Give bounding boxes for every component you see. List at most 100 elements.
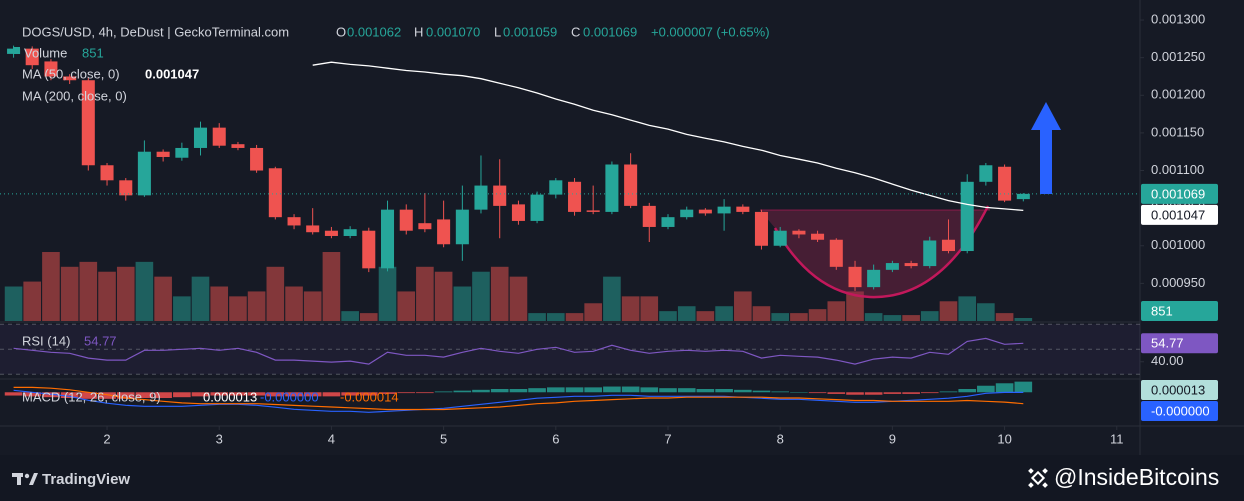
macd-histogram-bar — [864, 392, 883, 395]
macd-histogram-bar — [23, 392, 42, 397]
ohlc-value: 0.001070 — [426, 24, 480, 39]
candle-body — [998, 166, 1012, 201]
macd-histogram-bar — [453, 390, 472, 393]
volume-bar — [995, 313, 1014, 321]
volume-bar — [154, 276, 172, 321]
macd-histogram-bar — [285, 392, 303, 397]
rsi-badge — [1141, 333, 1218, 354]
candle-body — [717, 206, 731, 214]
x-tick-label: 11 — [1110, 431, 1124, 446]
candle-body — [193, 127, 208, 148]
candle-body — [44, 61, 58, 77]
macd-histogram-bar — [584, 387, 602, 393]
volume-bar — [958, 296, 977, 321]
volume-bar — [883, 315, 902, 321]
macd-histogram-bar — [1014, 381, 1033, 393]
x-tick-label: 7 — [664, 431, 671, 446]
candle-body — [829, 239, 843, 267]
indicator-layer — [0, 323, 1140, 413]
candle-body — [979, 165, 993, 182]
y-tick-label: 0.001250 — [1151, 49, 1205, 64]
volume-bar — [546, 313, 565, 321]
price-change: +0.000007 (+0.65%) — [651, 24, 770, 39]
volume-bar — [920, 311, 939, 321]
legend-value: -0.000014 — [340, 389, 399, 404]
candle-body — [287, 217, 301, 226]
macd-histogram-bar — [790, 392, 808, 393]
legend-value: 0.001047 — [145, 66, 199, 81]
x-tick-label: 8 — [777, 431, 784, 446]
legend-label: RSI (14) — [22, 333, 70, 348]
volume-bar — [341, 311, 359, 321]
y-tick-label: 0.001200 — [1151, 87, 1205, 102]
volume-bar — [790, 313, 808, 321]
macd-histogram-bar — [659, 388, 677, 393]
x-tick-label: 3 — [216, 431, 223, 446]
candle-body — [792, 230, 806, 235]
price-badge-label: 0.001069 — [1151, 186, 1205, 201]
price-badge — [1141, 183, 1218, 204]
y-tick-label: 0.001300 — [1151, 11, 1205, 26]
candle-body — [100, 165, 114, 181]
macd-histogram-bar — [958, 389, 977, 393]
macd-histogram-bar — [827, 392, 846, 394]
volume-bar — [359, 313, 378, 321]
volume-bar — [528, 313, 546, 321]
logo-part — [29, 473, 38, 485]
volume-bar — [79, 261, 98, 321]
volume-bar — [715, 306, 733, 321]
volume-bar — [977, 303, 995, 321]
volume-bar — [659, 311, 677, 321]
ohlc-key: L — [494, 24, 501, 39]
rsi-line — [13, 337, 1024, 365]
candle-body — [661, 217, 675, 227]
candle-body — [306, 225, 320, 233]
y-tick-label: 0.000950 — [1151, 275, 1205, 290]
macd-histogram-bar — [173, 392, 191, 398]
candle-body — [624, 164, 638, 206]
legend-label: MACD (12, 26, close, 9) — [22, 389, 161, 404]
candle-body — [773, 230, 787, 246]
candle-body — [698, 209, 712, 214]
y-tick-label: 40.00 — [1151, 353, 1184, 368]
macd-histogram-bar — [472, 389, 490, 393]
volume-badge-label: 851 — [1151, 303, 1173, 318]
macd-histogram-bar — [416, 392, 434, 394]
macd-histogram-bar — [4, 392, 23, 396]
volume-bar — [116, 266, 135, 321]
macd-histogram-bar — [303, 392, 322, 397]
ma-badge-label: 0.001047 — [1151, 207, 1205, 222]
macd-histogram-bar — [266, 392, 285, 397]
candle-body — [343, 229, 357, 236]
price-layer — [0, 45, 1140, 291]
legend-value: 54.77 — [84, 333, 117, 348]
macd-histogram-bar — [79, 392, 98, 399]
volume-bar — [285, 286, 303, 321]
signal-line — [13, 386, 1024, 411]
candle-body — [1016, 193, 1030, 200]
volume-bar — [229, 296, 247, 321]
macd-histogram-bar — [322, 392, 341, 397]
symbol: DOGS/USD, 4h, DeDust | GeckoTerminal.com — [22, 24, 289, 39]
volume-bar — [397, 291, 416, 321]
volume-bar — [902, 315, 920, 321]
macd-histogram-bar — [939, 391, 958, 393]
candle-body — [680, 209, 694, 218]
candle-body — [923, 240, 937, 267]
macd-histogram-bar — [621, 386, 640, 393]
candle-body — [885, 263, 899, 270]
volume-bar — [939, 301, 958, 321]
footer-bar — [0, 455, 1244, 501]
candle-body — [586, 210, 600, 212]
macd-histogram-bar — [378, 392, 397, 394]
volume-bar — [584, 303, 602, 321]
volume-bar — [378, 266, 397, 321]
ma-badge — [1141, 204, 1218, 225]
candle-body — [568, 181, 582, 212]
volume-bar — [846, 291, 864, 321]
macd-histogram-bar — [677, 388, 696, 393]
volume-bar — [864, 313, 883, 321]
candle-body — [250, 147, 264, 171]
volume-bar — [509, 276, 528, 321]
